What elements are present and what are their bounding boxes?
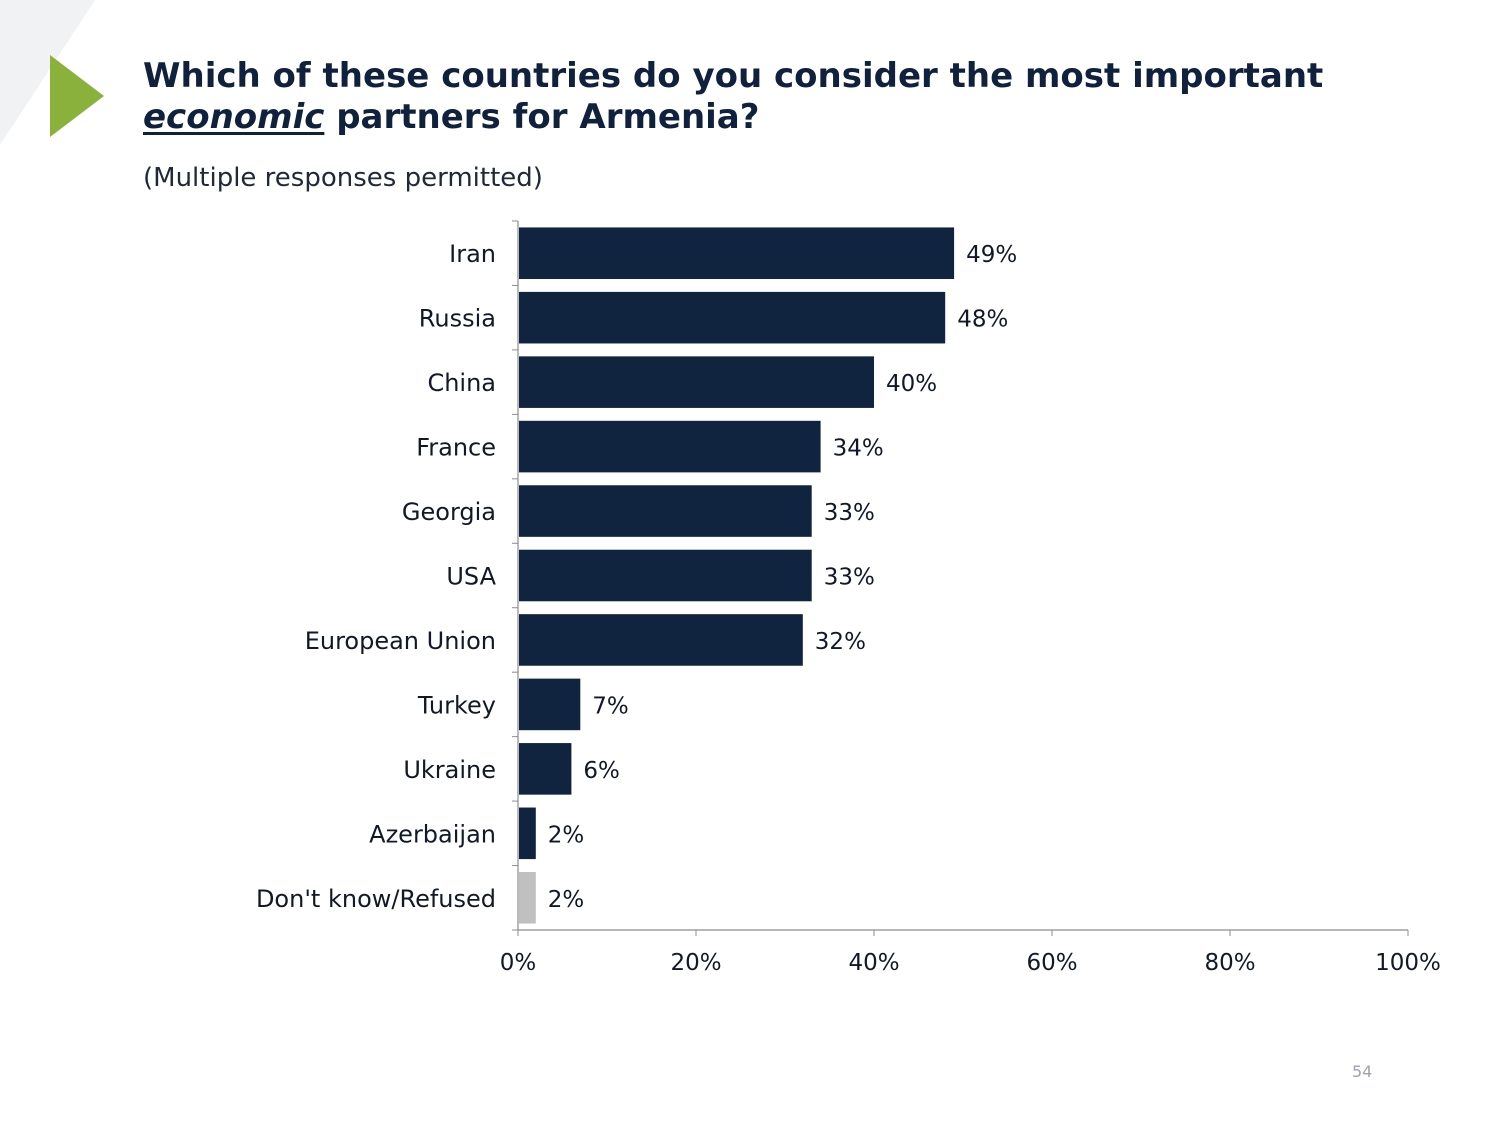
category-label: Turkey <box>417 691 496 719</box>
title-emphasis: economic <box>143 97 325 137</box>
bar <box>519 291 946 344</box>
data-label: 2% <box>548 822 585 848</box>
category-label: China <box>427 369 496 397</box>
data-label: 33% <box>824 565 875 591</box>
category-label: Iran <box>449 240 496 268</box>
data-label: 49% <box>966 242 1017 268</box>
bar <box>519 614 803 666</box>
bar <box>519 485 812 537</box>
x-tick-label: 40% <box>848 950 899 976</box>
data-label: 6% <box>583 758 620 784</box>
x-tick-label: 80% <box>1204 950 1255 976</box>
bar <box>519 356 874 408</box>
bar <box>519 871 536 924</box>
title-text-start: Which of these countries do you consider… <box>143 56 1324 96</box>
data-label: 33% <box>824 500 875 526</box>
category-label: Azerbaijan <box>369 820 496 848</box>
bar <box>519 227 955 280</box>
bar <box>519 549 812 602</box>
category-label: Ukraine <box>403 756 496 784</box>
bar <box>519 678 581 731</box>
accent-arrow-icon <box>50 55 104 137</box>
category-label: France <box>416 434 496 462</box>
x-tick-label: 100% <box>1375 950 1441 976</box>
data-label: 32% <box>815 629 866 655</box>
slide-title: Which of these countries do you consider… <box>143 56 1423 138</box>
category-label: USA <box>446 563 496 591</box>
title-text-end: partners for Armenia? <box>324 97 760 137</box>
corner-decoration <box>0 0 95 145</box>
x-tick-label: 60% <box>1026 950 1077 976</box>
data-label: 34% <box>833 436 884 462</box>
category-label: Russia <box>419 305 496 333</box>
slide-subtitle: (Multiple responses permitted) <box>143 163 543 193</box>
category-label: Georgia <box>402 498 496 526</box>
page-number: 54 <box>1352 1062 1373 1081</box>
bar <box>519 420 821 473</box>
x-tick-label: 0% <box>500 950 537 976</box>
bar <box>519 807 536 860</box>
x-tick-label: 20% <box>670 950 721 976</box>
data-label: 40% <box>886 371 937 397</box>
category-label: European Union <box>305 627 496 655</box>
bar <box>519 743 572 795</box>
data-label: 7% <box>592 693 629 719</box>
data-label: 2% <box>548 887 585 913</box>
category-label: Don't know/Refused <box>256 885 496 913</box>
data-label: 48% <box>957 307 1008 333</box>
